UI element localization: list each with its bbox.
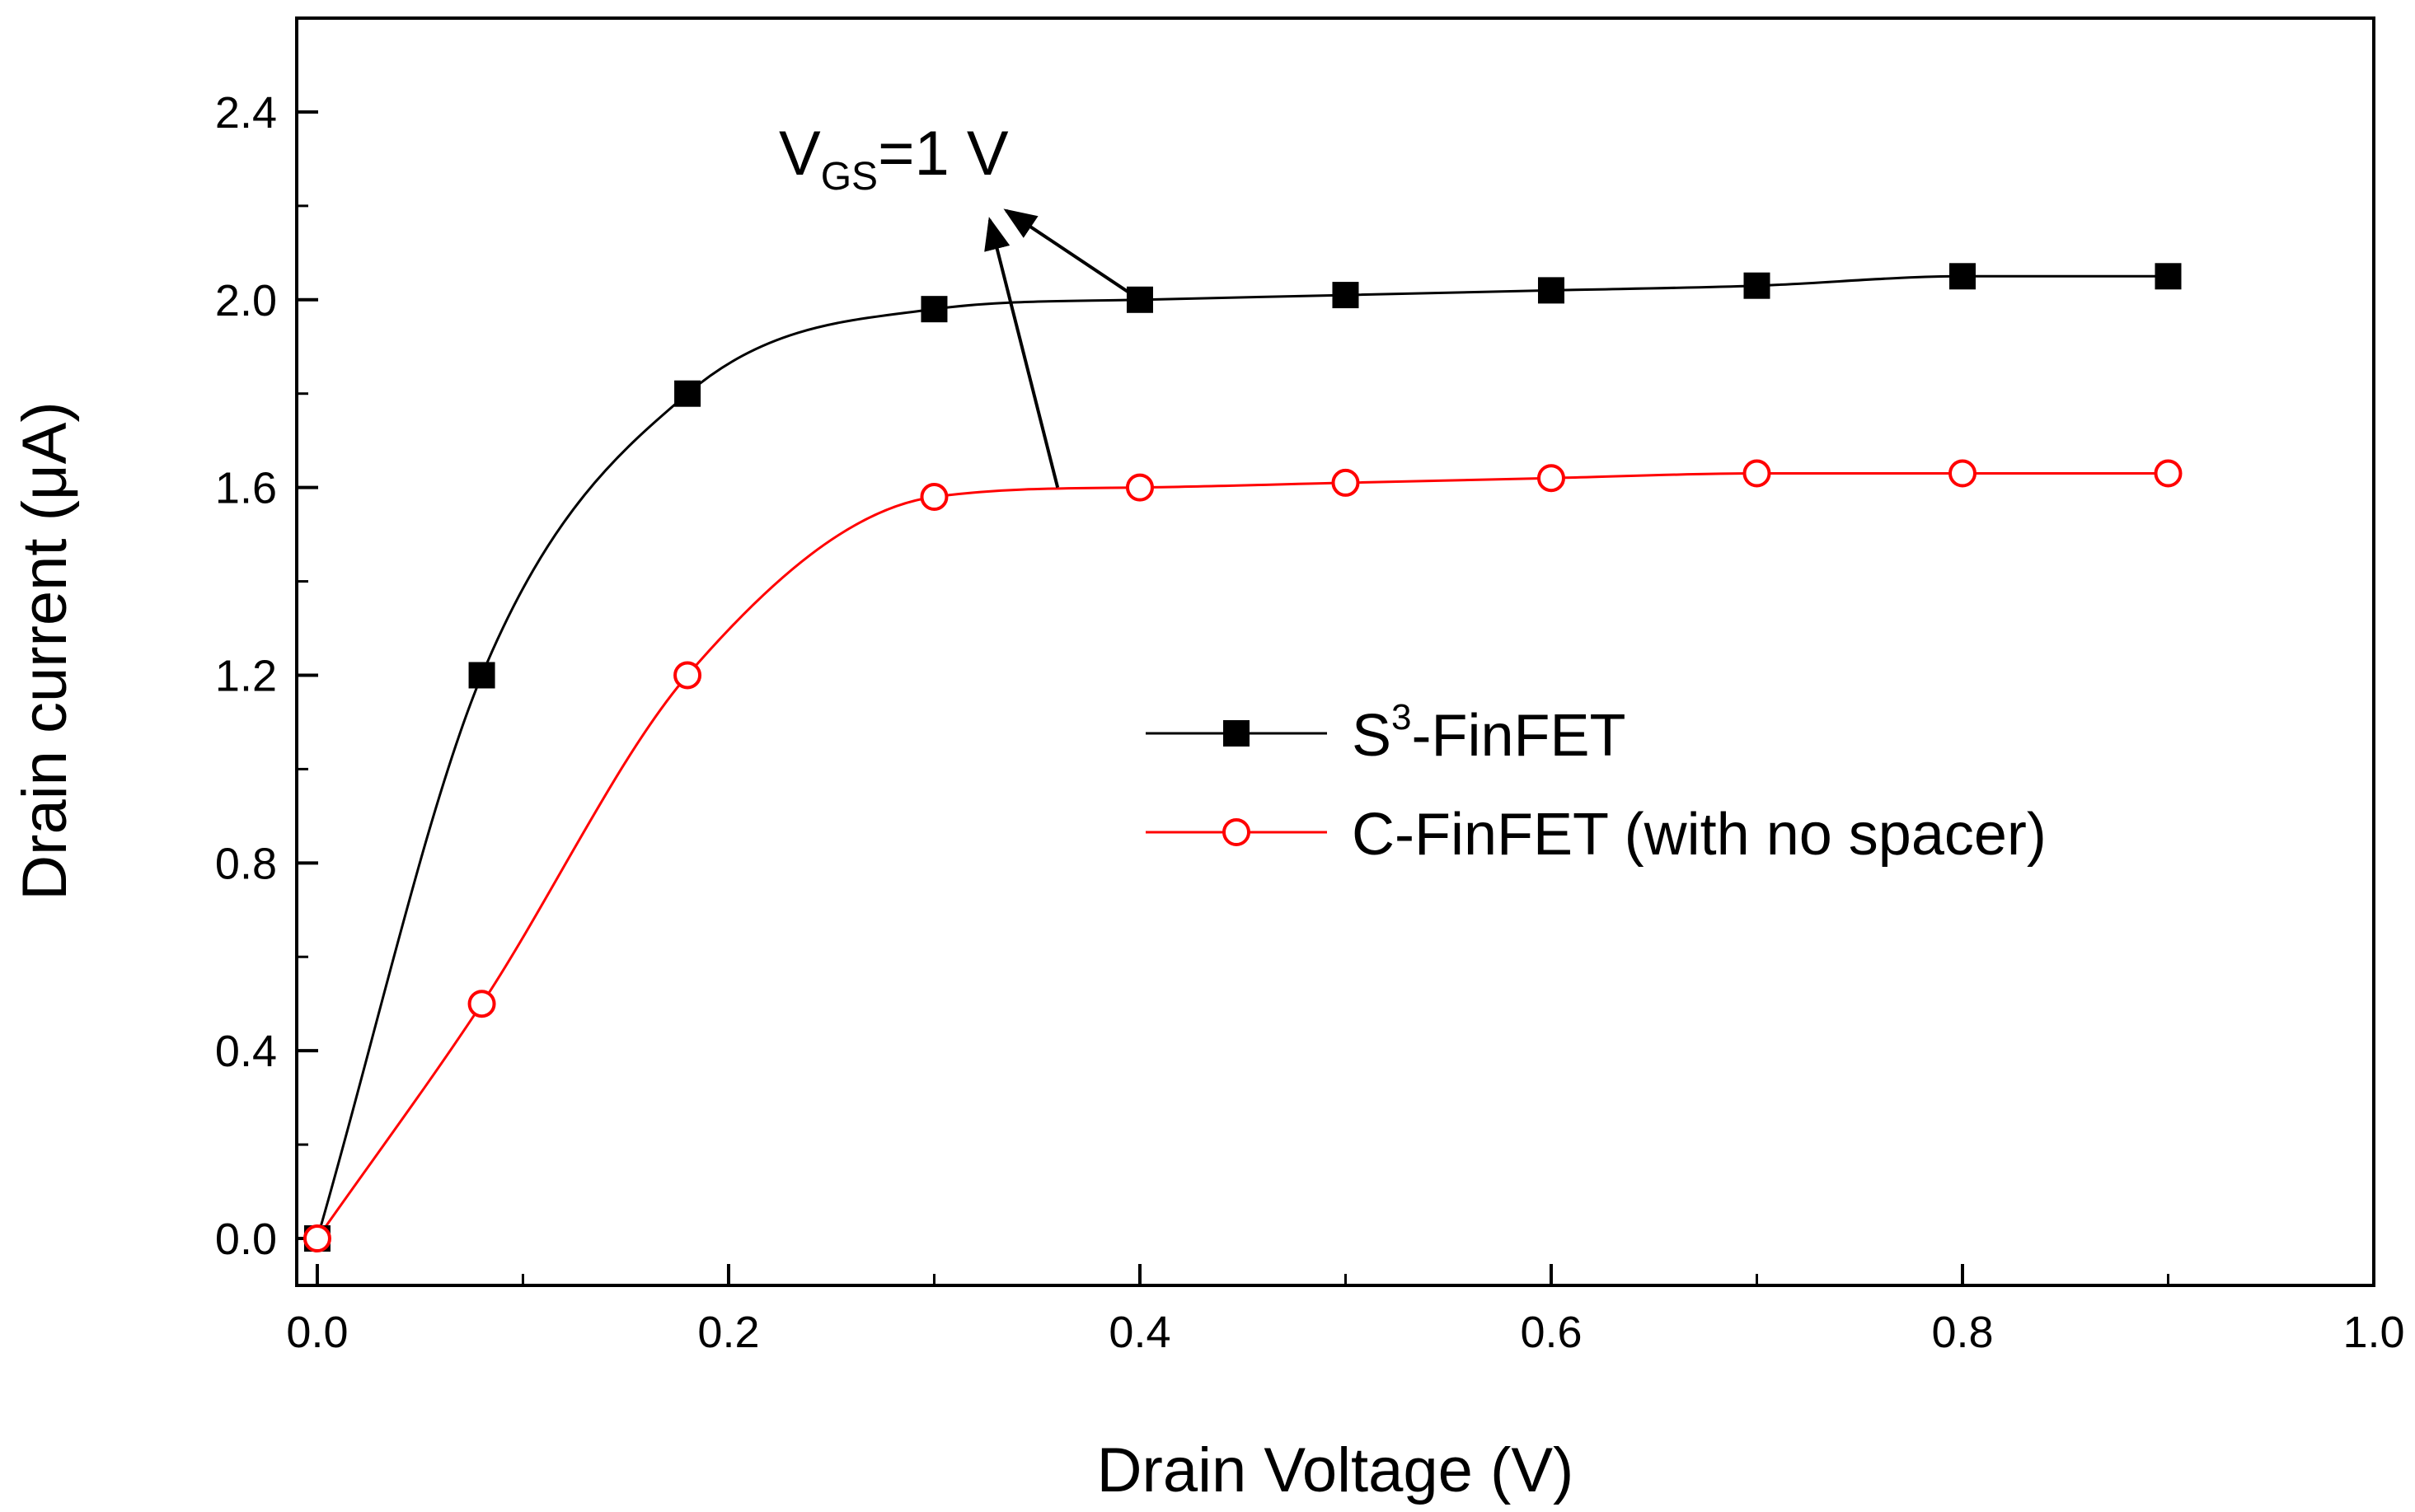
data-point-s3-finfet	[1332, 282, 1359, 309]
legend-label-c-finfet: C-FinFET (with no spacer)	[1352, 802, 2047, 868]
data-point-s3-finfet	[1537, 277, 1564, 304]
data-point-c-finfet	[920, 483, 949, 512]
legend-label-s3-base: S	[1352, 703, 1391, 769]
annotation-arrow	[1003, 208, 1142, 302]
data-point-c-finfet	[1125, 473, 1154, 502]
series-markers	[302, 263, 2183, 1253]
y-tick-label: 2.0	[215, 276, 277, 325]
y-axis-tick-labels: 0.0 0.4 0.8 1.2 1.6 2.0 2.4	[215, 88, 277, 1264]
data-point-s3-finfet	[1126, 286, 1153, 313]
plot-frame	[295, 16, 2375, 1287]
y-tick-label: 1.2	[215, 651, 277, 700]
data-point-s3-finfet	[1743, 272, 1770, 299]
annotation-arrow	[984, 217, 1060, 489]
legend-label-s3-rest: -FinFET	[1412, 703, 1626, 769]
x-tick-label: 0.4	[1109, 1308, 1170, 1357]
legend-marker-s3-finfet	[1223, 720, 1250, 747]
y-tick-label: 0.0	[215, 1215, 277, 1264]
x-tick-label: 1.0	[2342, 1308, 2404, 1357]
y-axis-ticks	[297, 16, 318, 1241]
legend-label-s3-sup: 3	[1391, 697, 1411, 737]
y-tick-label: 0.8	[215, 839, 277, 888]
vgs-annotation-base: V	[779, 119, 821, 189]
x-tick-label: 0.6	[1520, 1308, 1582, 1357]
vgs-annotation-subscript: GS	[821, 155, 878, 199]
data-point-c-finfet	[1331, 468, 1360, 497]
y-tick-label: 2.4	[215, 88, 277, 138]
y-tick-label: 1.6	[215, 464, 277, 513]
legend: S3-FinFET C-FinFET (with no spacer)	[1146, 697, 2047, 868]
x-tick-label: 0.0	[286, 1308, 348, 1357]
legend-marker-c-finfet	[1222, 818, 1250, 846]
x-tick-label: 0.2	[697, 1308, 759, 1357]
vgs-annotation: VGS=1 V	[779, 119, 1009, 199]
annotation-arrows	[984, 208, 1142, 489]
legend-entry-c-finfet: C-FinFET (with no spacer)	[1146, 802, 2047, 868]
series-line-s3-finfet	[316, 274, 2169, 1239]
data-point-c-finfet	[302, 1224, 331, 1253]
data-point-s3-finfet	[1948, 263, 1976, 290]
data-point-s3-finfet	[674, 380, 701, 407]
data-point-s3-finfet	[468, 662, 495, 689]
series-line-c-finfet	[316, 472, 2169, 1239]
x-tick-label: 0.8	[1931, 1308, 1993, 1357]
series-lines	[316, 274, 2169, 1239]
y-tick-label: 0.4	[215, 1027, 277, 1076]
x-axis-title: Drain Voltage (V)	[1097, 1435, 1574, 1505]
legend-entry-s3-finfet: S3-FinFET	[1146, 697, 1626, 769]
data-point-s3-finfet	[921, 296, 948, 323]
data-point-c-finfet	[467, 990, 496, 1018]
data-point-c-finfet	[1948, 459, 1977, 488]
vgs-annotation-rest: =1 V	[878, 119, 1009, 189]
x-axis-ticks	[315, 1264, 2375, 1285]
data-point-c-finfet	[1742, 459, 1771, 488]
data-point-c-finfet	[2154, 459, 2183, 488]
legend-label-s3-finfet: S3-FinFET	[1352, 697, 1626, 769]
data-point-c-finfet	[673, 661, 702, 690]
x-axis-tick-labels: 0.0 0.2 0.4 0.6 0.8 1.0	[286, 1308, 2404, 1357]
data-point-c-finfet	[1536, 464, 1565, 493]
y-axis-title: Drain current (μA)	[10, 401, 80, 900]
data-point-s3-finfet	[2155, 263, 2182, 290]
